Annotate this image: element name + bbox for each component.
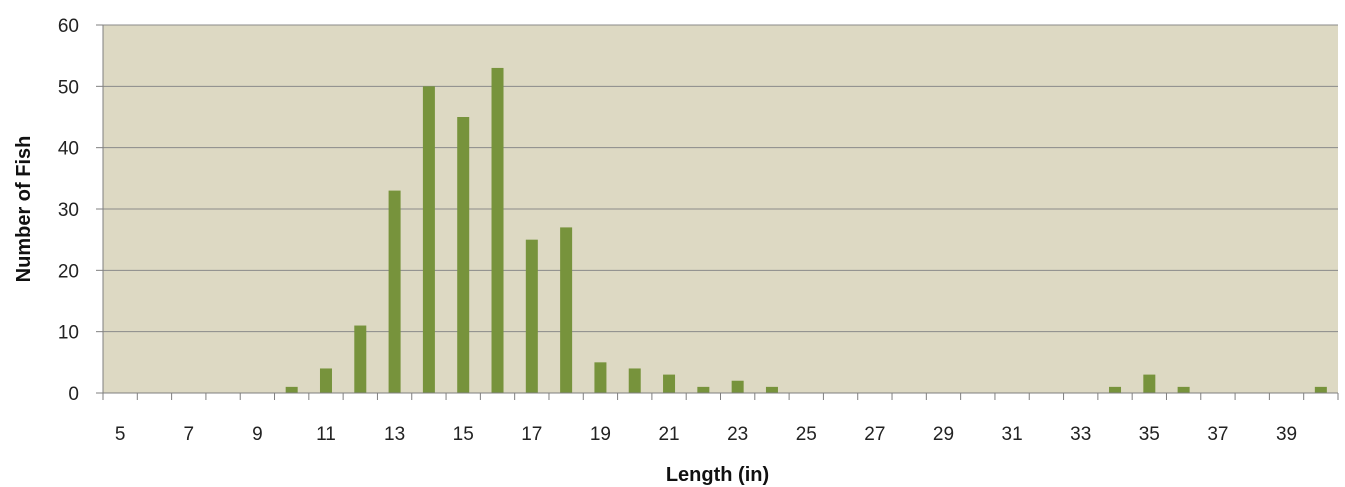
bar-36 <box>1177 386 1190 393</box>
x-tick-label-21: 21 <box>658 424 679 445</box>
x-tick-label-27: 27 <box>864 424 885 445</box>
x-tick-label-25: 25 <box>796 424 817 445</box>
bar-16 <box>491 67 504 393</box>
y-tick-label-0: 0 <box>68 384 79 405</box>
x-tick-label-29: 29 <box>933 424 954 445</box>
axes <box>102 25 1339 400</box>
bar-10 <box>285 386 298 393</box>
x-tick-label-11: 11 <box>316 424 336 445</box>
bar-20 <box>628 368 641 393</box>
y-tick-label-60: 60 <box>58 16 79 37</box>
x-tick-label-13: 13 <box>384 424 405 445</box>
y-tick-label-50: 50 <box>58 77 79 98</box>
y-tick-label-30: 30 <box>58 200 79 221</box>
x-tick-label-33: 33 <box>1070 424 1091 445</box>
bars <box>285 67 1327 393</box>
y-tick-label-40: 40 <box>58 139 79 160</box>
x-tick-label-23: 23 <box>727 424 748 445</box>
y-tick-label-10: 10 <box>58 323 79 344</box>
gridlines <box>96 24 1338 394</box>
bar-14 <box>422 86 435 393</box>
bar-13 <box>388 190 401 393</box>
bar-12 <box>354 325 367 393</box>
bar-11 <box>319 368 332 393</box>
x-tick-label-31: 31 <box>1002 424 1023 445</box>
x-tick-label-17: 17 <box>521 424 542 445</box>
x-tick-label-37: 37 <box>1207 424 1228 445</box>
bar-17 <box>525 239 538 393</box>
x-tick-label-7: 7 <box>183 424 194 445</box>
bar-24 <box>765 386 778 393</box>
x-tick-label-35: 35 <box>1139 424 1160 445</box>
y-tick-label-20: 20 <box>58 261 79 282</box>
x-tick-label-39: 39 <box>1276 424 1297 445</box>
bar-15 <box>457 117 470 393</box>
x-tick-label-5: 5 <box>115 424 126 445</box>
x-axis-title: Length (in) <box>666 464 769 486</box>
y-axis-title: Number of Fish <box>13 136 35 283</box>
x-tick-label-9: 9 <box>252 424 263 445</box>
bar-21 <box>663 374 676 393</box>
bar-35 <box>1143 374 1156 393</box>
y-tick-labels: 0 10 20 30 40 50 60 <box>58 16 79 405</box>
x-tick-label-15: 15 <box>453 424 474 445</box>
bar-34 <box>1109 386 1122 393</box>
bar-22 <box>697 386 710 393</box>
x-tick-labels: 5 7 9 11 13 15 17 19 21 23 25 27 29 31 33 35 37 39 <box>115 424 1297 445</box>
bar-19 <box>594 362 607 393</box>
bar-23 <box>731 380 744 393</box>
bar-40 <box>1314 386 1327 393</box>
bar-18 <box>560 227 573 393</box>
x-tick-label-19: 19 <box>590 424 611 445</box>
